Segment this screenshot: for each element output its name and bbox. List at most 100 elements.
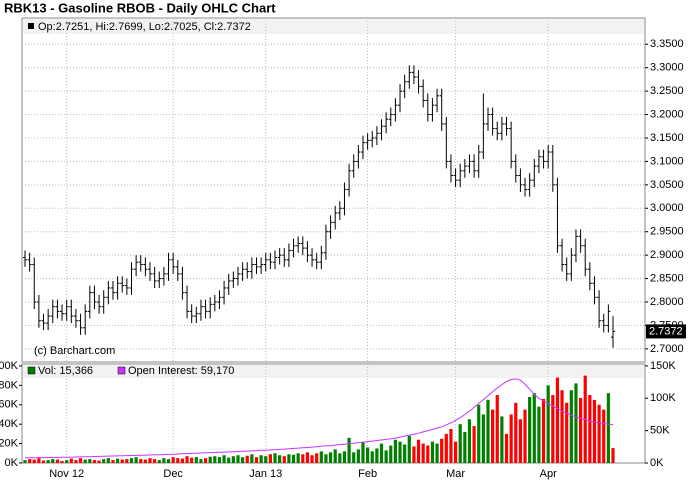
- volume-bar: [199, 459, 203, 463]
- volume-bar: [37, 458, 41, 463]
- volume-bar: [440, 438, 444, 463]
- volume-bar: [245, 455, 249, 463]
- y-tick-label: 3.1500: [650, 132, 684, 144]
- x-tick-label: Mar: [446, 468, 465, 480]
- x-tick-label: Feb: [358, 468, 377, 480]
- volume-bar: [430, 441, 435, 463]
- volume-bar: [241, 457, 245, 463]
- volume-bar: [347, 437, 351, 463]
- volume-bar: [264, 456, 268, 463]
- y2-tick-label: 150K: [650, 360, 676, 372]
- volume-bar: [491, 409, 495, 463]
- legend-strip: [23, 365, 644, 378]
- volume-bar: [185, 456, 189, 463]
- y-tick-label: 3.2500: [650, 85, 684, 97]
- volume-bar: [97, 460, 101, 463]
- volume-bar: [495, 395, 499, 463]
- volume-bar: [342, 451, 347, 463]
- volume-bar: [310, 455, 314, 463]
- volume-bar: [60, 461, 64, 463]
- volume-bar: [481, 414, 485, 463]
- volume-bar: [41, 460, 46, 463]
- volume-bar: [203, 458, 208, 463]
- volume-bar: [370, 451, 374, 463]
- volume-bar: [407, 435, 411, 463]
- volume-bar: [574, 383, 578, 463]
- volume-bar: [324, 454, 328, 463]
- volume-bar: [546, 385, 550, 463]
- volume-bar: [356, 449, 360, 463]
- volume-bar: [291, 454, 296, 463]
- volume-bar: [426, 445, 430, 463]
- volume-bar: [65, 460, 69, 463]
- volume-bar: [458, 424, 462, 463]
- volume-bar: [560, 390, 564, 463]
- volume-bar: [588, 395, 592, 463]
- y2-tick-label: 100K: [650, 392, 676, 404]
- open-interest-line: [25, 378, 614, 459]
- volume-bar: [194, 457, 198, 463]
- y2-tick-label: 50K: [650, 425, 670, 437]
- volume-bar: [500, 416, 504, 463]
- volume-bar: [509, 414, 513, 463]
- volume-bar: [578, 397, 583, 463]
- volume-bar: [231, 456, 235, 463]
- volume-bar: [208, 456, 212, 463]
- volume-bar: [287, 454, 291, 463]
- x-tick-label: Nov 12: [49, 468, 84, 480]
- volume-bar: [273, 453, 277, 463]
- volume-bar: [333, 449, 337, 463]
- volume-bar: [416, 439, 421, 463]
- y-tick-label: 3.2000: [650, 108, 684, 120]
- y-tick-label: 2.8000: [650, 296, 684, 308]
- volume-bar: [389, 445, 393, 463]
- volume-bar: [338, 453, 342, 463]
- volume-bar: [477, 404, 481, 463]
- volume-bar: [602, 409, 606, 463]
- y-tick-label: 20K: [0, 437, 19, 449]
- volume-bar: [23, 460, 27, 463]
- volume-bar: [315, 453, 319, 463]
- volume-panel: [21, 363, 646, 464]
- y-tick-label: 0K: [5, 457, 19, 469]
- volume-bar: [518, 419, 523, 463]
- volume-bar: [111, 460, 115, 463]
- volume-bar: [139, 459, 143, 463]
- volume-bar: [268, 454, 272, 463]
- volume-bar: [236, 455, 240, 463]
- y-tick-label: 60K: [0, 399, 19, 411]
- last-price-box: [646, 324, 686, 339]
- volume-bar: [143, 459, 147, 463]
- info-strip: [23, 19, 644, 34]
- volume-bar: [532, 393, 536, 463]
- legend-swatch: [117, 366, 126, 375]
- volume-bar: [328, 452, 333, 463]
- volume-bar: [412, 446, 416, 463]
- volume-bar: [254, 457, 259, 463]
- volume-bar: [213, 456, 217, 463]
- volume-bar: [222, 455, 226, 463]
- volume-bar: [319, 451, 323, 463]
- volume-bar: [28, 459, 32, 463]
- legend-label: Vol: 15,366: [38, 365, 93, 377]
- volume-bar: [523, 409, 527, 463]
- volume-bar: [69, 458, 73, 463]
- y2-tick-label: 0K: [650, 457, 664, 469]
- volume-bar: [453, 441, 458, 463]
- ohlc-info: Op:2.7251, Hi:2.7699, Lo:2.7025, Cl:2.73…: [38, 21, 251, 33]
- volume-bar: [301, 454, 305, 463]
- volume-bar: [305, 452, 310, 463]
- volume-bar: [282, 456, 286, 463]
- legend-label: Open Interest: 59,170: [128, 365, 234, 377]
- volume-bar: [379, 443, 384, 463]
- volume-bar: [504, 433, 509, 463]
- last-price-label: 2.7372: [649, 325, 683, 337]
- volume-bar: [46, 460, 50, 463]
- y-tick-label: 2.8500: [650, 272, 684, 284]
- volume-bar: [486, 399, 490, 463]
- volume-bar: [421, 443, 425, 463]
- volume-bar: [384, 450, 388, 463]
- volume-bar: [32, 459, 36, 463]
